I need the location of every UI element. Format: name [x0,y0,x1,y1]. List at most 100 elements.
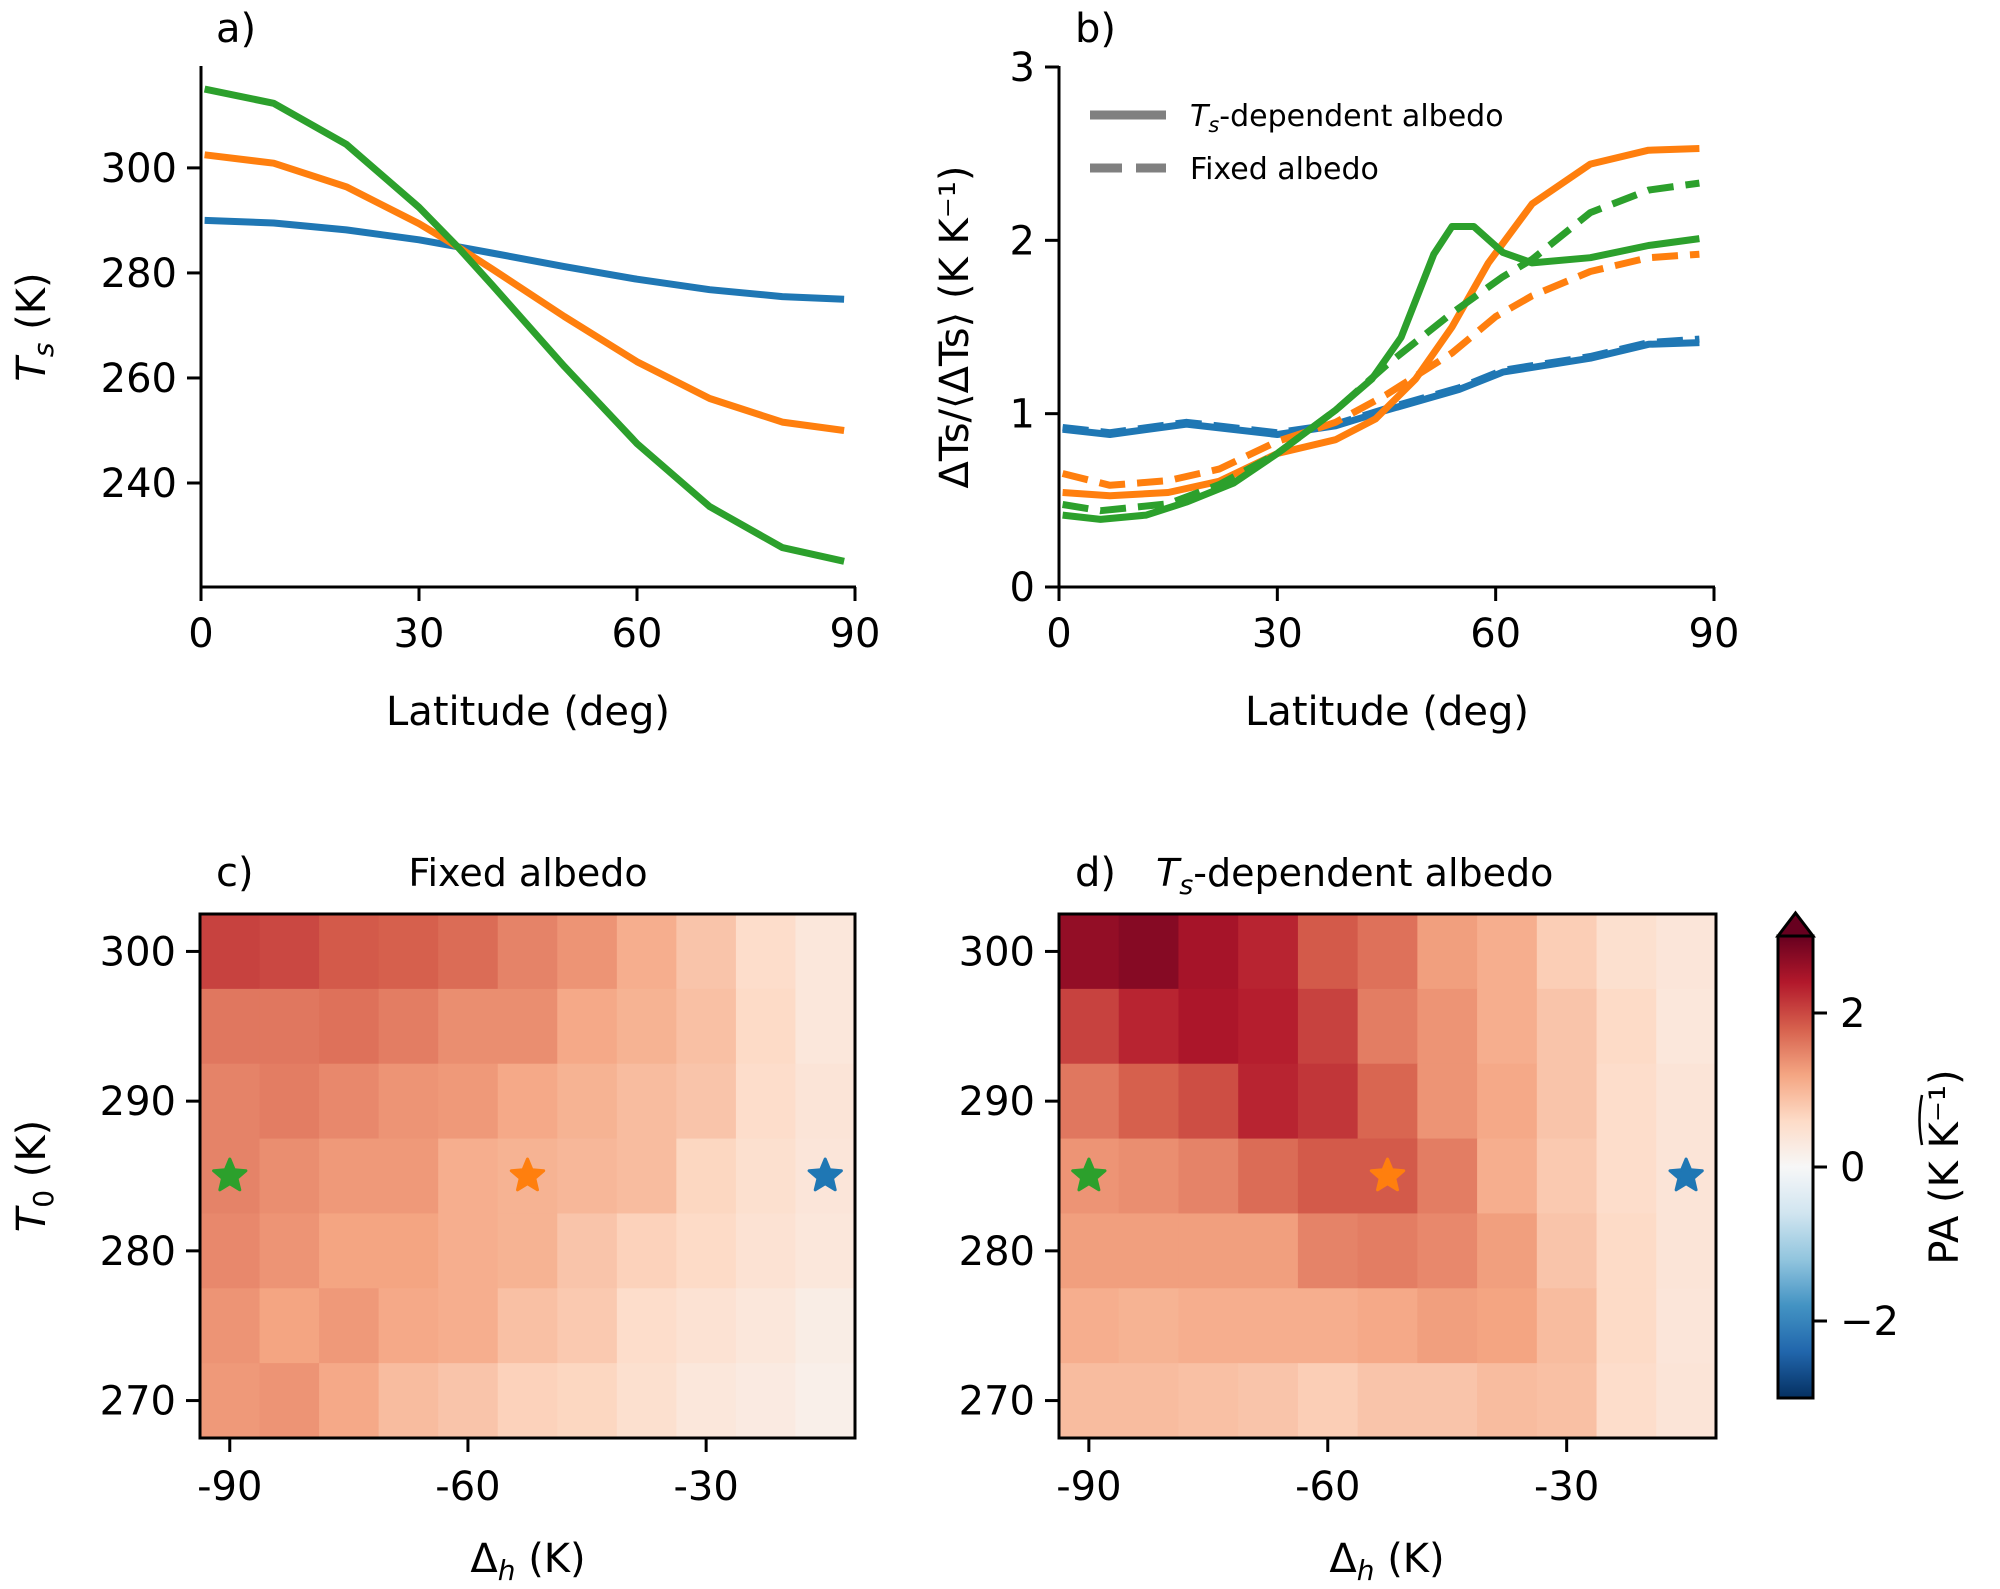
panel-d-cell [1178,914,1239,990]
panel-d-cell [1059,1288,1120,1364]
panel-b-series-green-fixed [1062,179,1700,515]
panel-c-cell [378,1288,439,1364]
panel-c-cell [795,1213,856,1289]
panel-d-cell [1596,1138,1657,1215]
panel-d-cell [1238,1363,1299,1439]
panel-d-cell [1596,1288,1657,1364]
panel-b-y-tick-label: 2 [1010,218,1035,264]
panel-c-cell [259,914,320,990]
panel-c-cell [795,1288,856,1364]
panel-d-x-label-sub: h [1357,1554,1375,1587]
panel-d-cell [1536,914,1598,990]
panel-c-cell [319,1288,380,1364]
panel-c-cell [557,988,618,1065]
panel-c-cell [378,1138,439,1215]
panel-d-heatmap [1059,914,1717,1439]
panel-b-y-tick-label: 3 [1010,45,1035,91]
panel-d-cell [1178,988,1239,1065]
panel-c-cell [259,1138,320,1215]
panel-d-cell [1118,1063,1180,1140]
panel-a-y-tick-label: 300 [101,146,177,192]
panel-a-lines [203,85,845,565]
panel-d-cell [1536,1213,1598,1289]
panel-b-series-blue-dependent [1062,339,1700,438]
panel-d-cell [1596,1213,1657,1289]
panel-c-cell [616,1063,677,1140]
colorbar-label-main: PA [1922,1215,1968,1265]
colorbar-label-tilde [1918,1094,1924,1146]
panel-d-title-sub: s [1179,870,1193,901]
panel-a-y-label-unit: (K) [9,272,55,342]
panel-d-cell [1656,1288,1717,1364]
panel-d-cell [1417,988,1478,1065]
panel-label-b: b) [1075,6,1116,52]
panel-c-x-tick-label: -60 [435,1464,500,1510]
panel-d-x-label: Δh (K) [1329,1536,1444,1587]
panel-d-cell [1417,1213,1478,1289]
panel-d-cell [1536,1063,1598,1140]
panel-d-cell [1297,1288,1359,1364]
panel-a-y-ticks: 240 260 280 300 [101,146,201,507]
panel-label-a: a) [216,6,256,52]
panel-d-cell [1238,1063,1299,1140]
panel-c-cell [676,1063,737,1140]
panel-c-cell [795,1363,856,1439]
panel-c-x-label: Δh (K) [470,1536,585,1587]
panel-b-y-ticks: 0 1 2 3 [1010,45,1059,611]
panel-a-x-tick-label: 30 [394,611,445,657]
panel-d-y-ticks: 270 280 290 300 [959,929,1059,1425]
panel-d-cell [1656,914,1717,990]
panel-c-x-tick-label: -30 [673,1464,738,1510]
panel-c-y-tick-label: 300 [100,929,176,975]
panel-d-title-rest: -dependent albedo [1193,851,1553,895]
panel-a-x-ticks: 0 30 60 90 [188,587,880,657]
panel-d-title: Ts-dependent albedo [1156,851,1553,901]
panel-b-series-orange-fixed [1061,250,1700,489]
panel-b-x-tick-label: 30 [1252,611,1303,657]
colorbar-tick-label: −2 [1840,1299,1899,1345]
panel-c-cell [319,1138,380,1215]
panel-d-cell [1357,914,1418,990]
panel-c-cell [557,1288,618,1364]
panel-c-cell [735,914,797,990]
panel-b-legend: Ts-dependent albedo Fixed albedo [1090,99,1504,187]
panel-c-cell [438,1138,499,1215]
panel-c-cell [557,914,618,990]
panel-c-cell [795,1063,856,1140]
panel-c-heatmap [200,914,856,1439]
panel-c-cell [438,914,499,990]
panel-d-cell [1656,1063,1717,1140]
panel-a-series-green [203,85,845,565]
panel-c-y-label-sub: 0 [27,1190,60,1208]
panel-a: a) 0 30 60 90 240 260 280 300 Latitude (deg) T… [9,6,880,735]
panel-c-cell [200,1363,261,1439]
panel-d-star-marker [1071,1157,1107,1192]
panel-c-y-label-unit: (K) [9,1120,55,1190]
colorbar-label: PA (K K⁻¹) [1922,1069,1968,1264]
panel-d-cell [1118,1138,1180,1215]
panel-d-cell [1059,1063,1120,1140]
panel-c-cell [438,1288,499,1364]
panel-c-cell [319,1213,380,1289]
panel-d-cell [1178,1288,1239,1364]
panel-d-y-tick-label: 300 [959,929,1035,975]
panel-d-cell [1477,1138,1538,1215]
panel-d-cell [1238,914,1299,990]
panel-d-y-tick-label: 270 [959,1379,1035,1425]
panel-c-cell [259,1288,320,1364]
panel-b-y-label: ΔTs/⟨ΔTs⟩ (K K⁻¹) [932,166,978,489]
panel-c-cell [557,1363,618,1439]
panel-c-cell [378,1213,439,1289]
colorbar-extend-arrow [1774,910,1817,938]
panel-d-cell [1656,988,1717,1065]
panel-c-cell [557,1063,618,1140]
panel-a-x-tick-label: 0 [188,611,213,657]
panel-d-cell [1059,914,1120,990]
panel-c-cell [259,1363,320,1439]
panel-c-cell [200,988,261,1065]
panel-c-y-tick-label: 290 [100,1079,176,1125]
panel-a-x-tick-label: 60 [612,611,663,657]
colorbar: −2 0 2 PA (K K⁻¹) [1774,910,1968,1400]
panel-d-cell [1059,1213,1120,1289]
panel-d-cell [1477,1213,1538,1289]
